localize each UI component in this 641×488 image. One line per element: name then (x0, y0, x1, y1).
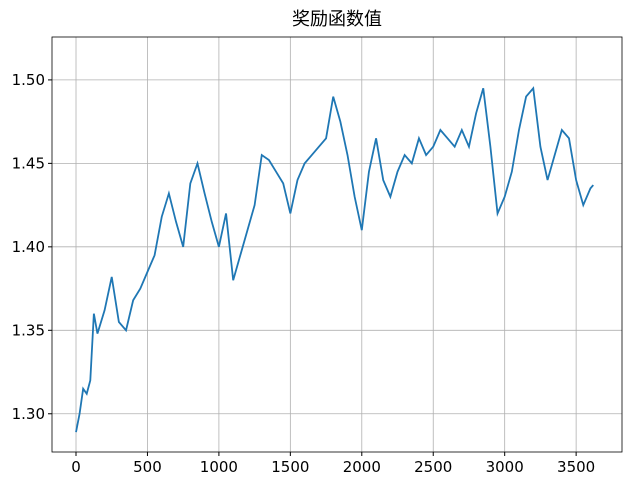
x-tick-label: 0 (71, 458, 81, 476)
x-tick-label: 3500 (557, 458, 595, 476)
chart-title: 奖励函数值 (292, 9, 382, 30)
y-tick-label: 1.45 (12, 154, 45, 172)
x-tick-label: 1500 (271, 458, 309, 476)
plot-frame (51, 36, 623, 453)
x-tick-label: 2500 (414, 458, 452, 476)
x-tick-label: 500 (133, 458, 162, 476)
x-tick-label: 2000 (343, 458, 381, 476)
data-line (75, 86, 594, 433)
x-tick-label: 3000 (486, 458, 524, 476)
y-tick-label: 1.35 (12, 321, 45, 339)
y-tick-label: 1.30 (12, 405, 45, 423)
x-tick-label: 1000 (200, 458, 238, 476)
y-tick-label: 1.40 (12, 238, 45, 256)
y-tick-label: 1.50 (12, 71, 45, 89)
